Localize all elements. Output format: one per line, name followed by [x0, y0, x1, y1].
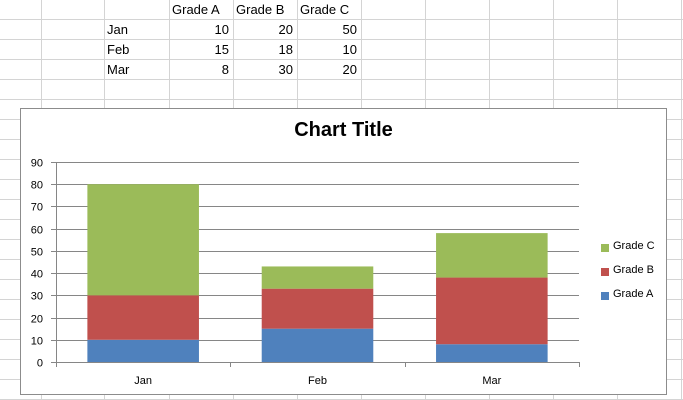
- y-tick-label: 60: [31, 225, 43, 237]
- y-tick-label: 70: [31, 202, 43, 214]
- legend-swatch: [601, 244, 609, 252]
- y-tick-label: 10: [31, 336, 43, 348]
- y-tick-label: 90: [31, 158, 43, 170]
- value-cell[interactable]: 8: [221, 62, 229, 77]
- chart-title[interactable]: Chart Title: [294, 119, 393, 141]
- value-cell[interactable]: 15: [214, 42, 229, 57]
- row-label-cell-jan[interactable]: Jan: [107, 22, 128, 37]
- legend-label: Grade A: [613, 288, 654, 300]
- bar-grade-a-jan[interactable]: [87, 339, 199, 362]
- bar-grade-a-mar[interactable]: [436, 344, 548, 362]
- y-tick-label: 40: [31, 269, 43, 281]
- x-tick-label: Mar: [482, 375, 501, 387]
- value-cell[interactable]: 20: [342, 62, 357, 77]
- header-cell-grade-a[interactable]: Grade A: [172, 2, 220, 17]
- value-cell[interactable]: 10: [214, 22, 229, 37]
- row-label-cell-feb[interactable]: Feb: [107, 42, 130, 57]
- bar-grade-b-mar[interactable]: [436, 277, 548, 345]
- value-cell[interactable]: 30: [278, 62, 293, 77]
- row-label-cell-mar[interactable]: Mar: [107, 62, 130, 77]
- legend-label: Grade C: [613, 240, 655, 252]
- y-tick-label: 50: [31, 247, 43, 259]
- bar-grade-c-feb[interactable]: [261, 266, 374, 289]
- value-cell[interactable]: 10: [342, 42, 357, 57]
- bar-grade-c-mar[interactable]: [436, 233, 548, 278]
- bar-grade-b-jan[interactable]: [87, 295, 199, 340]
- x-tick-label: Feb: [308, 375, 327, 387]
- chart-plot-area[interactable]: 0 10 20 30 40 50 60 70 80 90 Jan Feb Mar: [21, 109, 666, 394]
- header-cell-grade-b[interactable]: Grade B: [236, 2, 285, 17]
- legend-swatch: [601, 292, 609, 300]
- header-cell-grade-c[interactable]: Grade C: [300, 2, 350, 17]
- value-cell[interactable]: 20: [278, 22, 293, 37]
- bar-grade-b-feb[interactable]: [261, 288, 374, 329]
- y-tick-label: 0: [37, 358, 43, 370]
- y-tick-label: 80: [31, 180, 43, 192]
- legend-label: Grade B: [613, 264, 654, 276]
- y-tick-label: 20: [31, 314, 43, 326]
- legend-swatch: [601, 268, 609, 276]
- y-tick-label: 30: [31, 291, 43, 303]
- bar-grade-c-jan[interactable]: [87, 184, 199, 296]
- chart-object[interactable]: Chart Title 0 10 20 30 40 50 60 70 80 90 Jan Feb Mar…: [20, 108, 667, 395]
- value-cell[interactable]: 50: [342, 22, 357, 37]
- bar-grade-a-feb[interactable]: [261, 328, 374, 362]
- value-cell[interactable]: 18: [278, 42, 293, 57]
- x-tick-label: Jan: [134, 375, 152, 387]
